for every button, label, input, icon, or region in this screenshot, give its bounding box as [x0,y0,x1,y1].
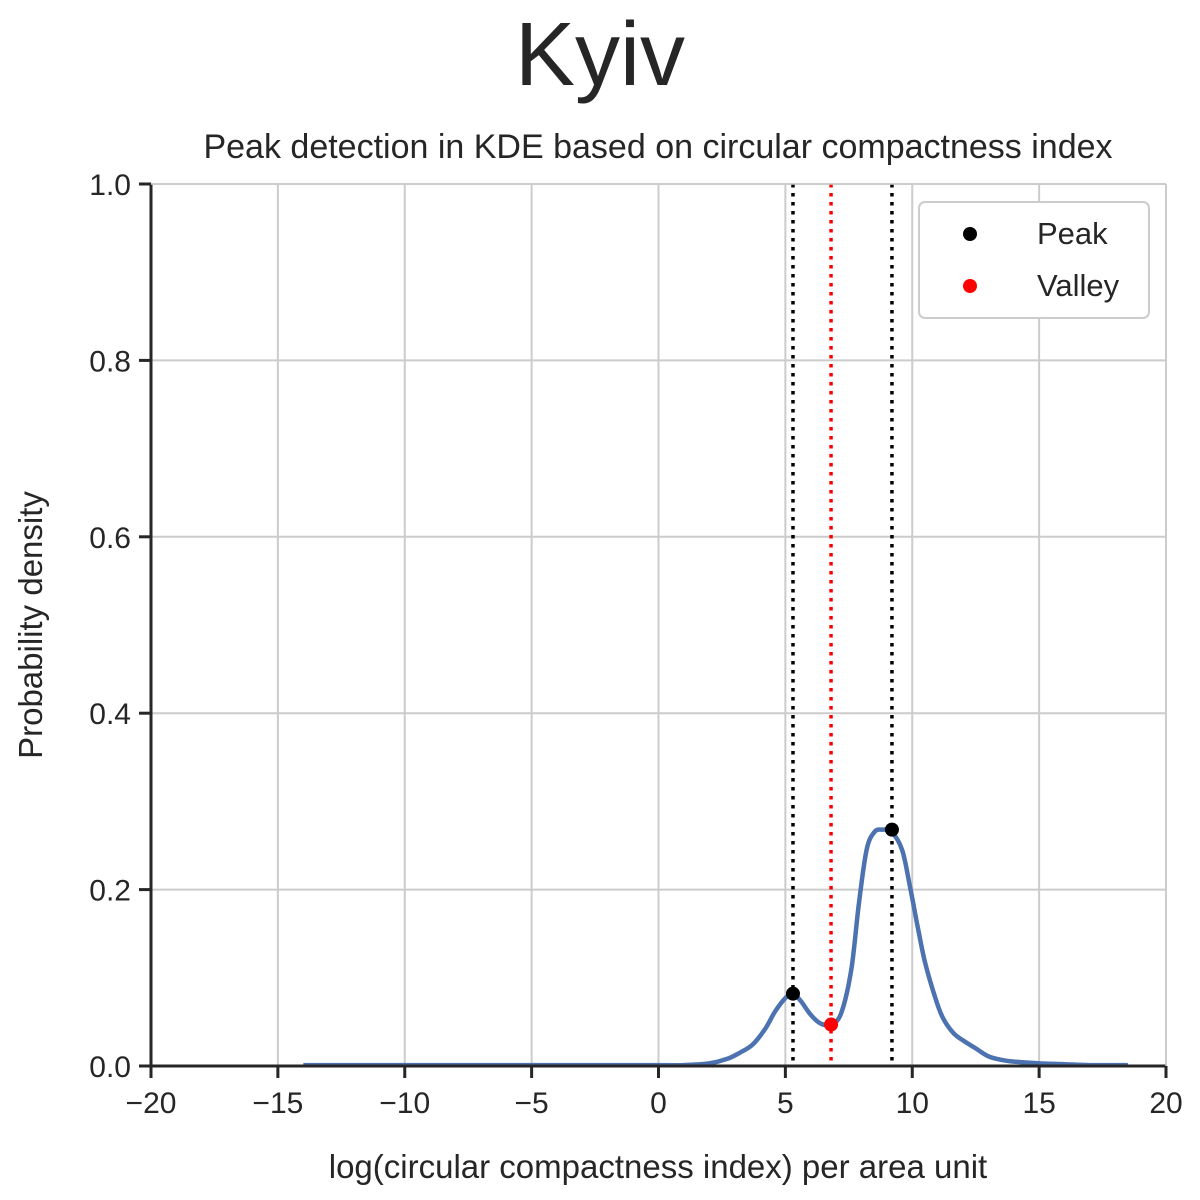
x-axis-label: log(circular compactness index) per area… [329,1148,987,1185]
legend-peak-marker [963,227,977,241]
x-tick-label: −15 [252,1087,303,1120]
y-axis-label: Probability density [12,491,49,759]
x-tick-label: 15 [1022,1087,1055,1120]
legend-box [918,201,1150,319]
x-tick-label: 5 [777,1087,794,1120]
peak-point [785,986,800,1001]
legend-valley-marker [963,279,977,293]
y-ticks: 0.0 0.2 0.4 0.6 0.8 1.0 [89,169,151,1084]
suptitle: Kyiv [515,5,685,105]
extrema-points [785,822,899,1032]
x-tick-label: −10 [379,1087,430,1120]
y-tick-label: 0.2 [89,875,131,908]
peak-point [884,822,899,837]
kde-curve [303,827,1128,1068]
y-tick-label: 1.0 [89,169,131,202]
x-tick-label: 0 [650,1087,667,1120]
marker-lines [791,184,894,1066]
valley-point [824,1017,839,1032]
y-tick-label: 0.6 [89,522,131,555]
y-tick-label: 0.0 [89,1051,131,1084]
legend-peak-label: Peak [1037,216,1108,251]
chart-title: Peak detection in KDE based on circular … [203,128,1112,166]
legend: Peak Valley [918,201,1150,319]
x-tick-label: 20 [1149,1087,1182,1120]
x-tick-label: 10 [896,1087,929,1120]
x-tick-label: −20 [126,1087,177,1120]
legend-valley-label: Valley [1037,268,1120,303]
x-ticks: −20 −15 −10 −5 0 5 10 15 20 [126,1066,1183,1120]
y-tick-label: 0.8 [89,345,131,378]
x-tick-label: −5 [515,1087,549,1120]
y-tick-label: 0.4 [89,698,131,731]
